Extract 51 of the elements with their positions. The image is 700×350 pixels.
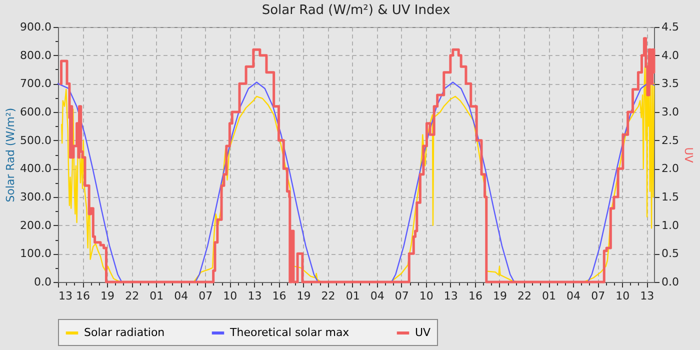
y2-tick-label: 1.5: [662, 190, 679, 204]
x-tick-label: 16: [76, 290, 90, 302]
y-tick-label: 400.0: [20, 162, 52, 176]
y2-axis-title: UV: [682, 147, 695, 164]
y-tick-label: 100.0: [20, 247, 52, 260]
x-tick-label: 01: [150, 290, 164, 302]
y2-tick-label: 1.0: [662, 218, 679, 232]
x-tick-label: 04: [174, 290, 188, 302]
x-tick-label: 19: [296, 290, 311, 302]
legend-label: Solar radiation: [84, 326, 165, 339]
y-tick-label: 700.0: [20, 77, 52, 90]
x-tick-label: 19: [492, 290, 507, 302]
y-tick-label: 300.0: [20, 190, 52, 204]
x-tick-label: 22: [321, 290, 336, 302]
x-tick-label: 16: [468, 290, 482, 302]
x-tick-label: 10: [223, 290, 238, 302]
y-tick-label: 200.0: [20, 218, 52, 232]
y2-tick-label: 0.0: [662, 276, 679, 288]
x-tick-label: 13: [640, 290, 654, 302]
y2-tick-label: 0.5: [662, 247, 679, 260]
x-tick-label: 04: [370, 290, 384, 302]
y2-tick-label: 4.5: [662, 20, 679, 34]
x-tick-label: 07: [394, 290, 409, 302]
y-tick-label: 600.0: [20, 106, 52, 118]
x-tick-label: 07: [591, 290, 606, 302]
y2-tick-label: 3.5: [662, 77, 679, 90]
x-tick-label: 16: [272, 290, 286, 302]
x-tick-label: 01: [542, 290, 556, 302]
x-tick-label: 04: [566, 290, 581, 302]
x-tick-label: 13: [58, 290, 72, 302]
y-tick-label: 0.0: [34, 276, 52, 288]
x-tick-label: 13: [444, 290, 458, 302]
x-tick-label: 01: [346, 290, 360, 302]
y-tick-label: 500.0: [20, 134, 52, 147]
chart-title: Solar Rad (W/m²) & UV Index: [262, 3, 450, 18]
y-tick-label: 900.0: [20, 20, 52, 34]
y-tick-label: 800.0: [20, 48, 52, 62]
x-tick-label: 22: [125, 290, 140, 302]
x-tick-label: 19: [100, 290, 115, 302]
y-axis-title: Solar Rad (W/m²): [4, 108, 18, 202]
y2-tick-label: 4.0: [662, 48, 679, 62]
y2-tick-label: 2.5: [662, 134, 679, 147]
x-tick-label: 13: [248, 290, 262, 302]
x-tick-label: 22: [518, 290, 532, 302]
x-tick-label: 07: [198, 290, 213, 302]
legend-label: UV: [415, 326, 432, 339]
y2-tick-label: 3.0: [662, 106, 679, 118]
x-tick-label: 10: [616, 290, 630, 302]
y2-tick-label: 2.0: [662, 162, 679, 176]
legend-label: Theoretical solar max: [229, 326, 350, 339]
x-tick-label: 10: [419, 290, 434, 302]
